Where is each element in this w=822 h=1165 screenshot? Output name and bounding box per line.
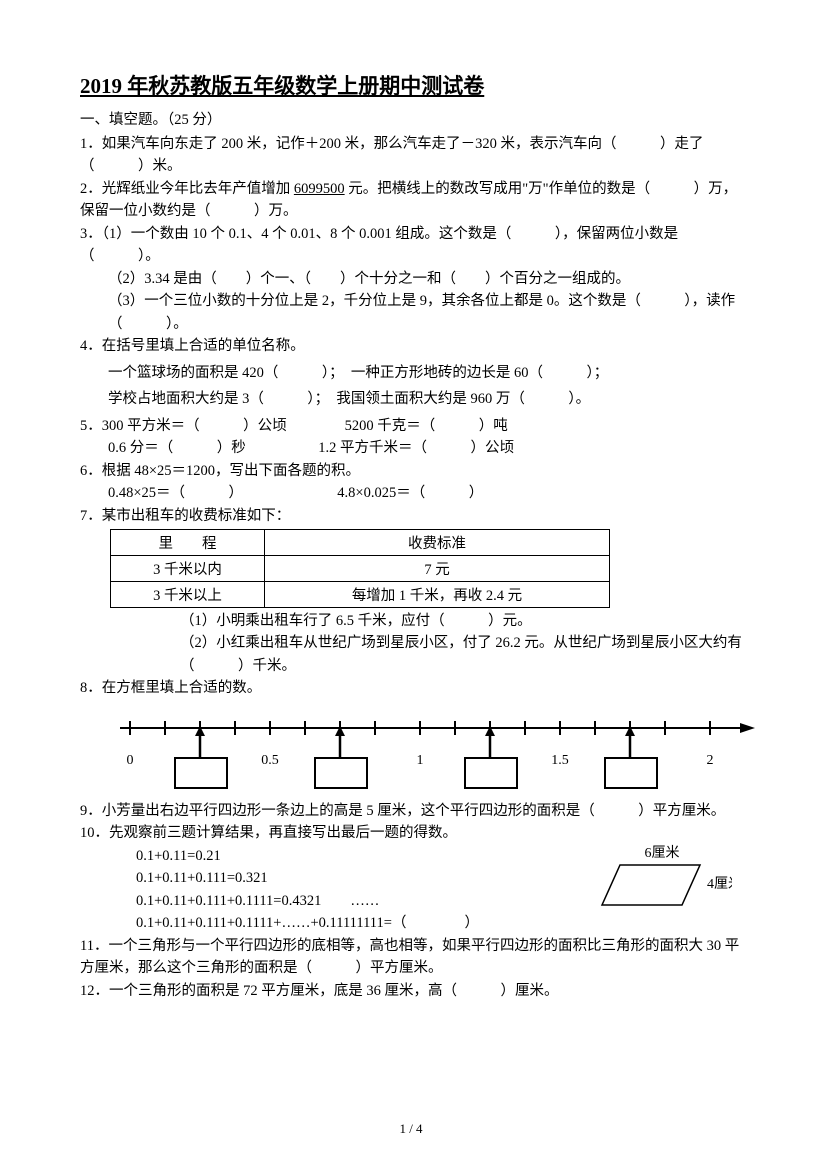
- q3-1-text: 3．（1）一个数由 10 个 0.1、4 个 0.01、8 个 0.001 组成…: [80, 223, 742, 268]
- svg-text:6厘米: 6厘米: [645, 845, 680, 861]
- section-header: 一、填空题。（25 分）: [80, 108, 742, 129]
- svg-text:1: 1: [417, 753, 424, 768]
- numberline-figure: 0 0.5 1 1.5 2: [100, 706, 760, 796]
- q9: 9．小芳量出右边平行四边形一条边上的高是 5 厘米，这个平行四边形的面积是（ ）…: [80, 800, 742, 822]
- q6-a: 0.48×25＝（ ） 4.8×0.025＝（ ）: [80, 482, 742, 504]
- page-title: 2019 年秋苏教版五年级数学上册期中测试卷: [80, 70, 742, 100]
- fare-r2c1: 3 千米以上: [111, 581, 265, 607]
- q3-1: 3．（1）一个数由 10 个 0.1、4 个 0.01、8 个 0.001 组成…: [80, 223, 742, 268]
- q2-prefix: 2．光辉纸业今年比去年产值增加: [80, 181, 294, 197]
- q12: 12．一个三角形的面积是 72 平方厘米，底是 36 厘米，高（ ）厘米。: [80, 980, 742, 1002]
- q3-2: （2）3.34 是由（ ）个一、（ ）个十分之一和（ ）个百分之一组成的。: [80, 268, 742, 290]
- svg-text:0: 0: [127, 753, 134, 768]
- svg-text:2: 2: [707, 753, 714, 768]
- q3-3: （3）一个三位小数的十分位上是 2，千分位上是 9，其余各位上都是 0。这个数是…: [80, 290, 742, 335]
- svg-text:0.5: 0.5: [261, 753, 279, 768]
- page-footer: 1 / 4: [0, 1121, 822, 1137]
- q5-b: 0.6 分＝（ ）秒 1.2 平方千米＝（ ）公顷: [80, 437, 742, 459]
- q4-head: 4．在括号里填上合适的单位名称。: [80, 335, 742, 357]
- fare-r1c2: 7 元: [265, 555, 610, 581]
- fare-th-1: 里 程: [111, 529, 265, 555]
- fare-th-2: 收费标准: [265, 529, 610, 555]
- fare-r1c1: 3 千米以内: [111, 555, 265, 581]
- q4-a: 一个篮球场的面积是 420（ ）； 一种正方形地砖的边长是 60（ ）；: [80, 362, 742, 384]
- numberline-svg: 0 0.5 1 1.5 2: [100, 706, 760, 796]
- q7-head: 7．某市出租车的收费标准如下：: [80, 505, 742, 527]
- parallelogram-svg: 6厘米 4厘米: [592, 840, 732, 920]
- q6-head: 6．根据 48×25＝1200，写出下面各题的积。: [80, 460, 742, 482]
- q1: 1．如果汽车向东走了 200 米，记作＋200 米，那么汽车走了－320 米，表…: [80, 133, 742, 178]
- q5-a: 5．300 平方米＝（ ）公顷 5200 千克＝（ ）吨: [80, 415, 742, 437]
- q7-1: （1）小明乘出租车行了 6.5 千米，应付（ ）元。: [80, 610, 742, 632]
- q2-underline: 6099500: [294, 181, 345, 197]
- q11: 11．一个三角形与一个平行四边形的底相等，高也相等，如果平行四边形的面积比三角形…: [80, 935, 742, 980]
- svg-text:1.5: 1.5: [551, 753, 569, 768]
- q8-head: 8．在方框里填上合适的数。: [80, 677, 742, 699]
- q7-2: （2）小红乘出租车从世纪广场到星辰小区，付了 26.2 元。从世纪广场到星辰小区…: [80, 632, 742, 677]
- q4-b: 学校占地面积大约是 3（ ）； 我国领土面积大约是 960 万（ ）。: [80, 388, 742, 410]
- fare-r2c2: 每增加 1 千米，再收 2.4 元: [265, 581, 610, 607]
- exam-page: 2019 年秋苏教版五年级数学上册期中测试卷 一、填空题。（25 分） 1．如果…: [0, 0, 822, 1165]
- svg-text:4厘米: 4厘米: [707, 876, 732, 892]
- q2: 2．光辉纸业今年比去年产值增加 6099500 元。把横线上的数改写成用"万"作…: [80, 178, 742, 223]
- parallelogram-figure: 6厘米 4厘米: [592, 840, 732, 920]
- fare-table: 里 程 收费标准 3 千米以内 7 元 3 千米以上 每增加 1 千米，再收 2…: [110, 529, 610, 608]
